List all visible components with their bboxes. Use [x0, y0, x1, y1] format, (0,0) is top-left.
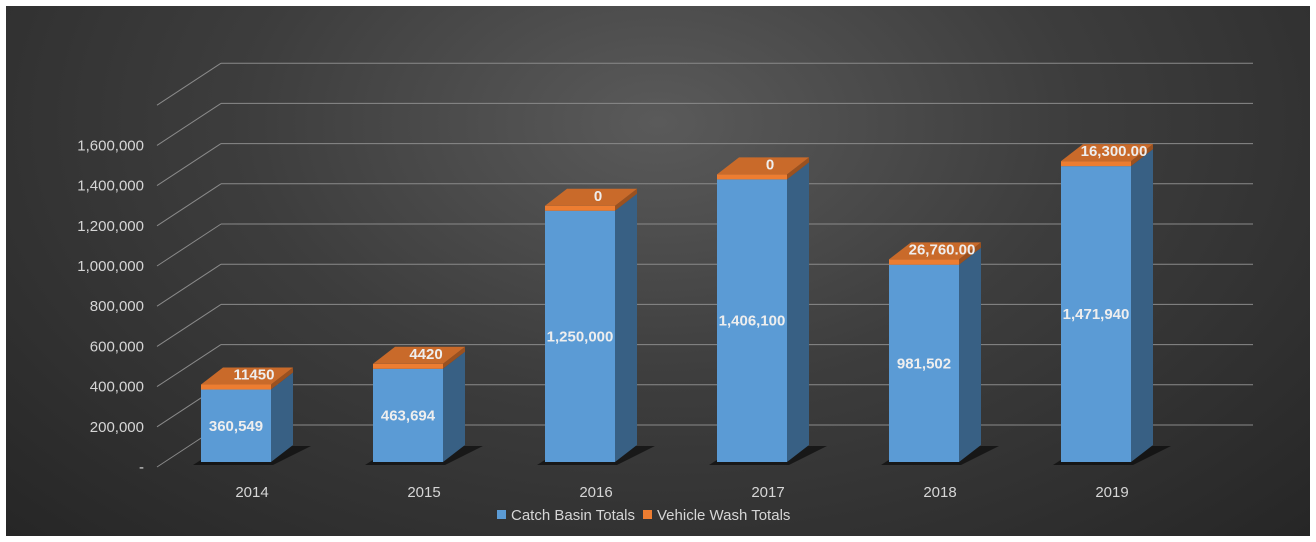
bar-vehicle-wash-side — [787, 157, 809, 180]
bar-vehicle-wash-top — [201, 367, 293, 385]
bar-catch-basin-side — [271, 372, 293, 462]
bar-group-2018: 981,502 26,760.00 — [889, 241, 981, 462]
y-tick-label: 200,000 — [90, 419, 144, 436]
data-label-vehicle-wash: 26,760.00 — [909, 241, 976, 258]
bar-vehicle-wash-side — [615, 188, 637, 211]
bar-group-2014: 360,549 11450 — [201, 367, 293, 462]
bar-vehicle-wash-side — [443, 346, 465, 369]
y-tick-label: 1,600,000 — [77, 137, 144, 154]
bar-vehicle-wash — [889, 259, 959, 265]
data-label-catch-basin: 360,549 — [209, 418, 263, 435]
legend: Catch Basin Totals Vehicle Wash Totals — [497, 507, 790, 524]
bar-catch-basin-side — [615, 193, 637, 462]
y-tick-label: 400,000 — [90, 379, 144, 396]
bar-catch-basin — [1061, 166, 1131, 462]
legend-label-catch-basin: Catch Basin Totals — [511, 507, 635, 524]
bar-vehicle-wash — [201, 384, 271, 390]
bar-vehicle-wash-top — [889, 242, 981, 260]
y-tick-label: 600,000 — [90, 338, 144, 355]
stacked-3d-bar-chart: - 200,000 400,000 600,000 800,000 1,000,000 1,… — [77, 62, 1253, 524]
bar-catch-basin — [373, 368, 443, 462]
data-label-vehicle-wash: 0 — [594, 188, 602, 205]
x-tick-label: 2016 — [579, 484, 612, 501]
data-label-vehicle-wash: 4420 — [409, 346, 442, 363]
legend-label-vehicle-wash: Vehicle Wash Totals — [657, 507, 790, 524]
bar-vehicle-wash-top — [717, 157, 809, 175]
data-label-catch-basin: 1,406,100 — [719, 313, 786, 330]
bar-vehicle-wash-top — [545, 188, 637, 206]
gridline-diagonal — [156, 263, 222, 307]
data-label-vehicle-wash: 16,300.00 — [1081, 143, 1148, 160]
bar-vehicle-wash-side — [1131, 144, 1153, 167]
gridline-diagonal — [156, 62, 222, 106]
data-label-catch-basin: 1,250,000 — [547, 328, 614, 345]
bar-vehicle-wash-side — [271, 367, 293, 390]
x-tick-label: 2019 — [1095, 484, 1128, 501]
bar-group-2017: 1,406,100 0 — [717, 156, 809, 462]
chart-area: - 200,000 400,000 600,000 800,000 1,000,000 1,… — [6, 6, 1310, 536]
bar-group-2019: 1,471,940 16,300.00 — [1061, 143, 1153, 462]
data-label-catch-basin: 1,471,940 — [1063, 306, 1130, 323]
bar-vehicle-wash — [717, 174, 787, 180]
gridline-diagonal — [156, 143, 222, 187]
gridline-diagonal — [156, 102, 222, 146]
gridline-diagonal — [156, 223, 222, 267]
bar-catch-basin-side — [1131, 149, 1153, 462]
bar-vehicle-wash-side — [959, 242, 981, 265]
bar-vehicle-wash — [373, 363, 443, 369]
y-tick-label: 1,200,000 — [77, 218, 144, 235]
y-tick-label: 800,000 — [90, 298, 144, 315]
data-label-catch-basin: 463,694 — [381, 407, 436, 424]
gridline-diagonal — [156, 303, 222, 347]
y-tick-label: 1,000,000 — [77, 258, 144, 275]
x-tick-label: 2014 — [235, 484, 268, 501]
x-tick-label: 2017 — [751, 484, 784, 501]
bars: 360,54911450463,69444201,250,00001,406,1… — [193, 143, 1171, 465]
bar-vehicle-wash — [545, 205, 615, 211]
data-label-catch-basin: 981,502 — [897, 355, 951, 372]
y-tick-label: - — [139, 459, 144, 476]
bar-vehicle-wash-top — [1061, 144, 1153, 162]
bar-catch-basin — [889, 264, 959, 462]
gridline-diagonal — [156, 183, 222, 227]
bar-catch-basin — [717, 179, 787, 462]
x-tick-label: 2018 — [923, 484, 956, 501]
bar-vehicle-wash-top — [373, 346, 465, 364]
bar-group-2015: 463,694 4420 — [373, 346, 465, 462]
legend-swatch-catch-basin — [497, 510, 506, 519]
y-axis-ticks: - 200,000 400,000 600,000 800,000 1,000,000 1,… — [77, 137, 144, 476]
bar-catch-basin — [201, 389, 271, 462]
x-axis-labels: 2014 2015 2016 2017 2018 2019 — [235, 484, 1128, 501]
data-label-vehicle-wash: 0 — [766, 156, 774, 173]
bar-vehicle-wash — [1061, 161, 1131, 167]
bar-catch-basin — [545, 210, 615, 462]
legend-swatch-vehicle-wash — [643, 510, 652, 519]
x-tick-label: 2015 — [407, 484, 440, 501]
bar-catch-basin-side — [787, 162, 809, 462]
bar-group-2016: 1,250,000 0 — [545, 188, 637, 462]
bar-catch-basin-side — [959, 247, 981, 462]
y-tick-label: 1,400,000 — [77, 178, 144, 195]
gridline-diagonal — [156, 344, 222, 388]
data-label-vehicle-wash: 11450 — [234, 367, 275, 384]
bar-catch-basin-side — [443, 351, 465, 462]
